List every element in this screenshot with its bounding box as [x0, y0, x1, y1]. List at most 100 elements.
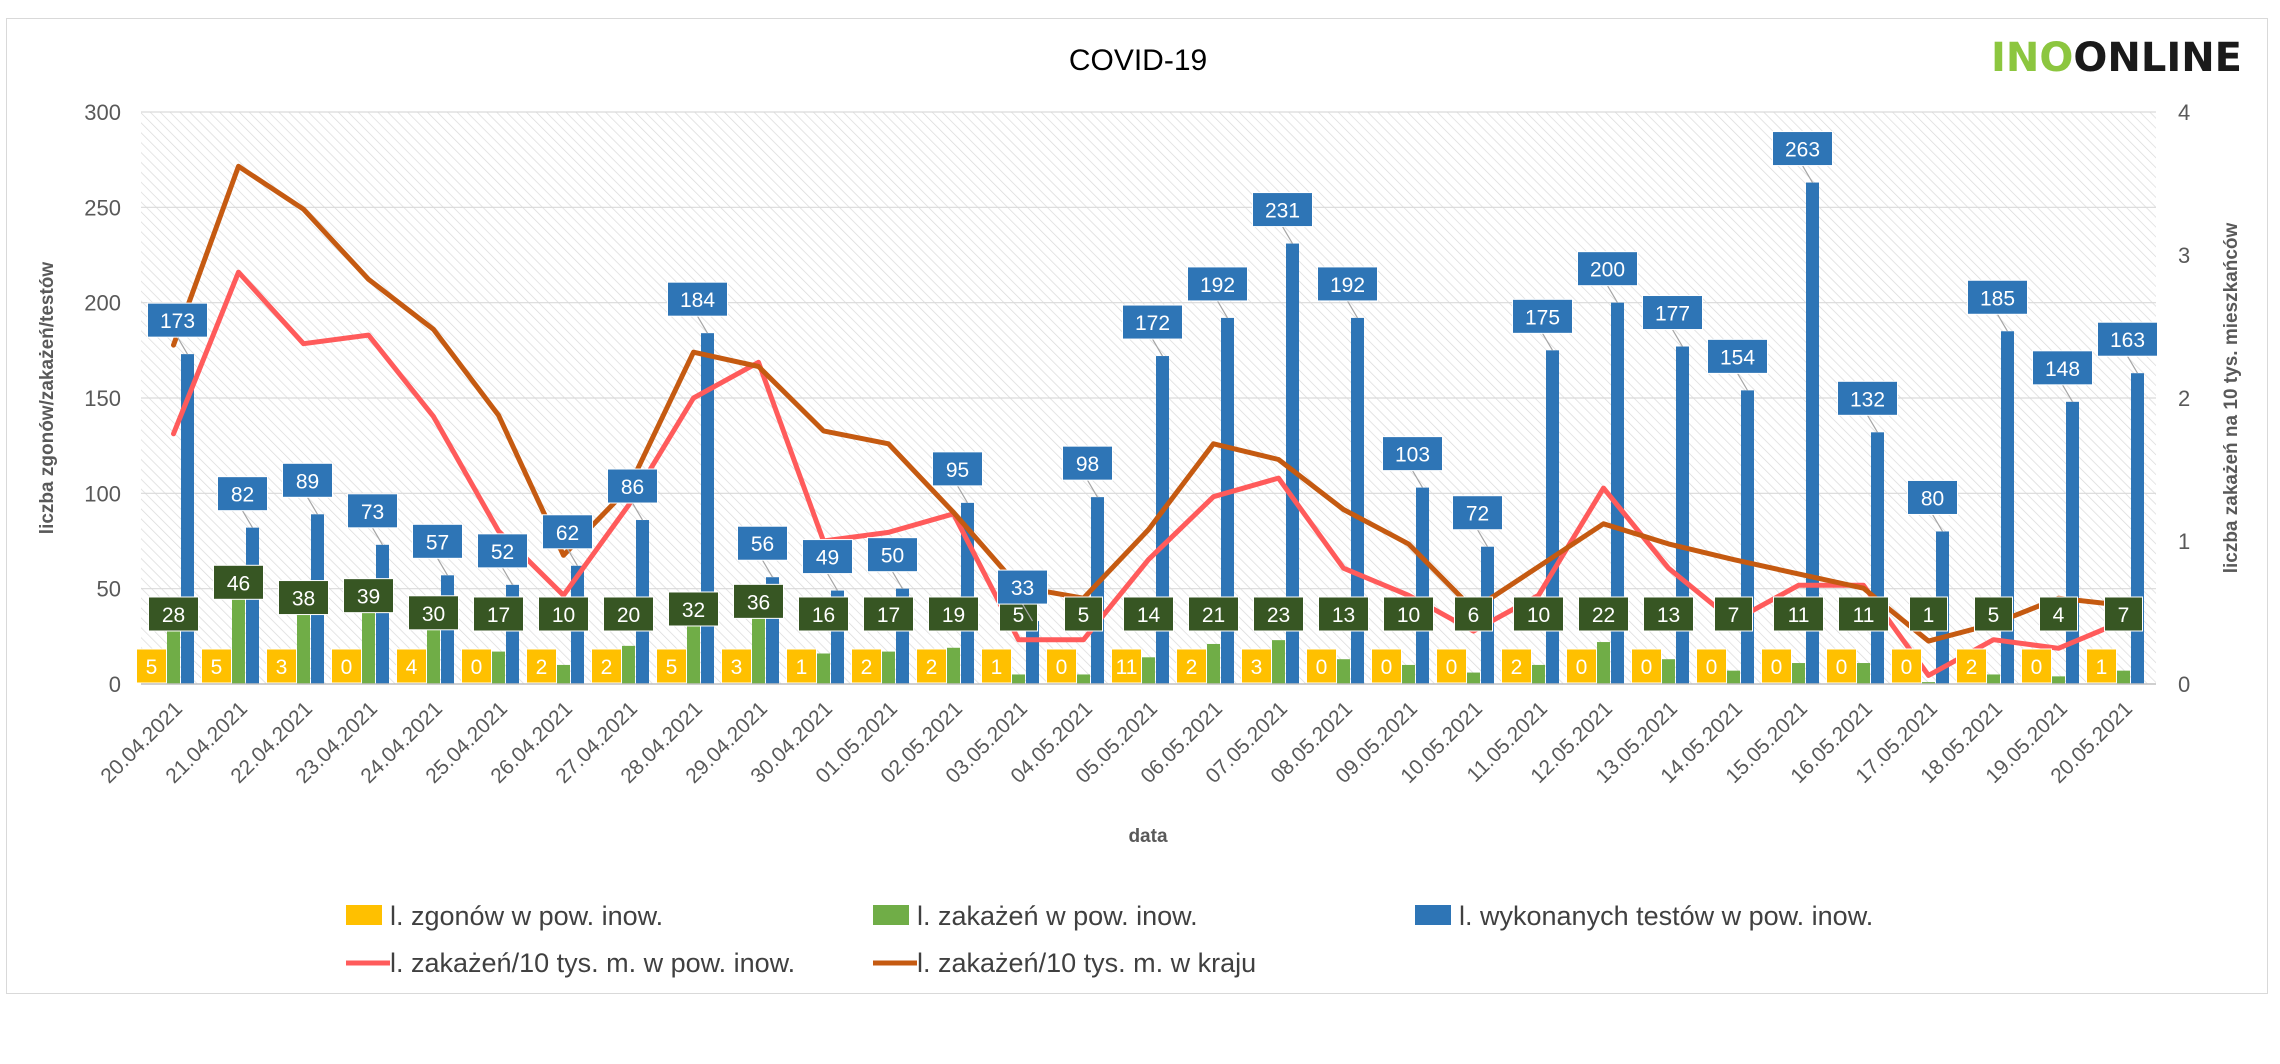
tests-label: 72	[1466, 503, 1489, 526]
bar-2	[1741, 390, 1754, 684]
deaths-label-box	[461, 648, 492, 684]
deaths-label-box	[1761, 648, 1792, 684]
tests-label-box	[1452, 495, 1503, 531]
tests-leader-line	[1671, 329, 1684, 347]
tests-label: 200	[1590, 259, 1625, 282]
tests-leader-line	[436, 558, 449, 576]
infections-label-box	[1318, 596, 1369, 632]
bar-1	[622, 645, 635, 684]
tests-label-box	[2097, 321, 2158, 357]
tests-label: 98	[1076, 453, 1099, 476]
y2-axis-title: liczba zakażeń na 10 tys. mieszkańców	[2221, 222, 2242, 573]
tests-leader-line	[1866, 415, 1879, 433]
deaths-label: 0	[1706, 656, 1718, 679]
tests-label: 89	[296, 470, 319, 493]
bar-1	[1207, 643, 1220, 684]
infections-label-box	[1909, 596, 1948, 632]
infections-label: 38	[292, 588, 315, 611]
y-tick-label: 150	[84, 386, 121, 411]
tests-label: 50	[881, 545, 904, 568]
bar-1	[1077, 674, 1090, 684]
deaths-label-box	[981, 648, 1012, 684]
tests-leader-line	[1281, 226, 1294, 244]
bar-1	[687, 622, 700, 684]
deaths-label: 2	[1186, 656, 1198, 679]
deaths-label-box	[851, 648, 882, 684]
tests-label-box	[1187, 266, 1248, 302]
tests-label: 73	[361, 501, 384, 524]
tests-leader-line	[371, 527, 384, 546]
deaths-label: 0	[341, 656, 353, 679]
bar-1	[2117, 670, 2130, 684]
infections-label-box	[2104, 596, 2143, 632]
deaths-label-box	[1826, 648, 1857, 684]
tests-leader-line	[306, 497, 319, 515]
tests-leader-line	[1996, 313, 2009, 332]
tests-label: 163	[2110, 329, 2145, 352]
deaths-label-box	[1566, 648, 1597, 684]
infections-label: 46	[227, 572, 250, 595]
bar-1	[1662, 659, 1675, 684]
y-tick-label: 200	[84, 291, 121, 316]
tests-label-box	[1317, 266, 1378, 302]
infections-label-box	[1513, 596, 1564, 632]
chart-frame: 5 5 3 0 4 0 2 2 5 3 1 2 2 1 0 11 2 3 0 0 0 2 0 0 0 0 0 0 2 0 1 28 46 38 39…	[6, 18, 2268, 994]
deaths-label-box	[1306, 648, 1337, 684]
legend-label-tests: l. wykonanych testów w pow. inow.	[1459, 901, 1873, 931]
infections-label-box	[1773, 596, 1824, 632]
deaths-label-box	[1436, 648, 1467, 684]
tests-label: 33	[1011, 577, 1034, 600]
tests-leader-line	[501, 567, 514, 586]
legend-swatch-tests	[1415, 905, 1451, 925]
tests-leader-line	[2061, 384, 2074, 403]
infections-label: 10	[552, 604, 575, 627]
infections-label-box	[2039, 596, 2078, 632]
tests-label: 172	[1135, 312, 1170, 335]
deaths-label-box	[1956, 648, 1987, 684]
deaths-label-box	[266, 648, 297, 684]
deaths-label: 0	[1771, 656, 1783, 679]
deaths-label: 5	[146, 656, 158, 679]
y-tick-label: 250	[84, 195, 121, 220]
deaths-label-box	[1111, 648, 1142, 684]
tests-leader-line	[241, 510, 254, 528]
deaths-label: 5	[666, 656, 678, 679]
bar-2	[1611, 302, 1624, 684]
infections-label-box	[1383, 596, 1434, 632]
deaths-label-box	[396, 648, 427, 684]
infections-label-box	[1974, 596, 2013, 632]
tests-leader-line	[826, 573, 839, 591]
infections-label: 14	[1137, 604, 1161, 627]
chart-title: COVID-19	[1069, 44, 1207, 77]
tests-label: 231	[1265, 200, 1300, 223]
tests-label-box	[1512, 298, 1573, 334]
infections-label: 7	[2118, 604, 2130, 627]
tests-label-box	[477, 533, 528, 569]
tests-label-box	[802, 539, 853, 575]
tests-leader-line	[1736, 373, 1749, 391]
bar-1	[1337, 659, 1350, 684]
infections-label-box	[1643, 596, 1694, 632]
tests-label-box	[542, 514, 593, 550]
infections-label: 11	[1788, 604, 1810, 627]
bar-2	[246, 527, 259, 684]
tests-label-box	[1967, 279, 2028, 315]
lines	[171, 163, 2126, 678]
infections-label: 20	[617, 604, 640, 627]
infections-label-box	[343, 578, 394, 614]
deaths-label: 1	[991, 656, 1003, 679]
bar-2	[1806, 182, 1819, 684]
deaths-label-box	[916, 648, 947, 684]
bar-1	[1922, 682, 1935, 684]
bar-1	[947, 647, 960, 684]
tests-label-box	[412, 523, 463, 559]
infections-label: 17	[487, 604, 510, 627]
tests-label: 103	[1395, 444, 1430, 467]
deaths-label-box	[1176, 648, 1207, 684]
deaths-label-box	[1046, 648, 1077, 684]
infections-label: 6	[1468, 604, 1480, 627]
deaths-label-box	[2021, 648, 2052, 684]
tests-leader-line	[1086, 479, 1099, 498]
bar-2	[1286, 243, 1299, 684]
